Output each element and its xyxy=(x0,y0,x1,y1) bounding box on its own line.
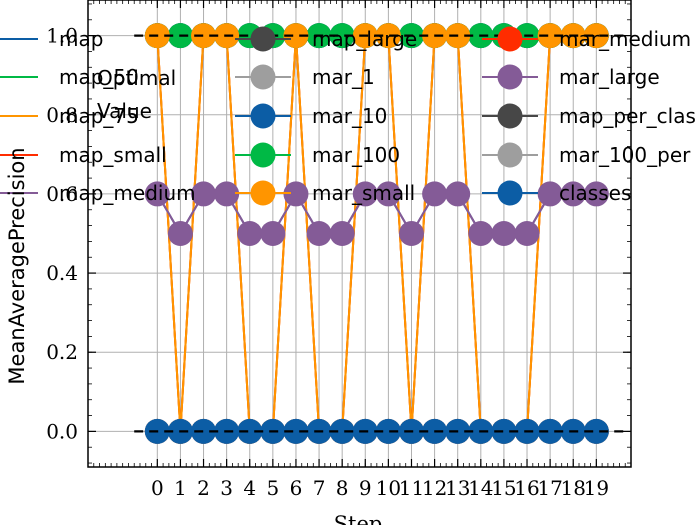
x-tick-label: 17 xyxy=(537,476,562,500)
data-point-classes xyxy=(329,418,355,444)
data-point-mar_large xyxy=(514,221,540,246)
axes-layer: 0 1 2 3 4 5 6 7 8 9 101112131415161718190.00.20.40… xyxy=(46,0,632,500)
legend-label-mar_small: mar_small xyxy=(312,181,415,205)
data-point-mar_large xyxy=(398,221,424,246)
data-point-mar_large xyxy=(422,181,448,207)
legend-marker-mar_small xyxy=(250,180,276,206)
x-tick-label: 4 xyxy=(243,476,256,500)
data-point-mar_small xyxy=(191,23,217,49)
data-point-mar_large xyxy=(283,181,309,207)
legend-marker-mar_10 xyxy=(250,103,276,129)
x-tick-label: 10 xyxy=(376,476,401,500)
data-point-mar_large xyxy=(560,181,586,207)
x-tick-label: 9 xyxy=(359,476,372,500)
legend-label-map_per_class: map_per_clas xyxy=(559,104,696,128)
y-tick-label: 0.6 xyxy=(46,182,78,206)
legend-marker-map_large xyxy=(250,26,276,52)
legend-label-mar_10: mar_10 xyxy=(312,104,387,128)
data-point-mar_large xyxy=(468,221,494,246)
x-tick-label: 19 xyxy=(584,476,609,500)
data-point-classes xyxy=(191,418,217,444)
data-point-mar_small xyxy=(537,23,563,49)
x-axis-label: Step xyxy=(334,512,383,525)
x-tick-label: 6 xyxy=(290,476,303,500)
legend-label-mar_100: mar_100 xyxy=(312,143,400,167)
series-layer xyxy=(134,23,627,444)
data-point-classes xyxy=(283,418,309,444)
x-tick-label: 18 xyxy=(561,476,586,500)
y-tick-label: 1.0 xyxy=(46,24,78,48)
x-tick-label: 7 xyxy=(313,476,326,500)
legend-marker-map_per_class xyxy=(497,103,523,129)
x-tick-label: 3 xyxy=(220,476,233,500)
data-point-mar_large xyxy=(191,181,217,207)
legend-label-classes: classes xyxy=(559,181,631,205)
legend-layer: map map_50 map_75 map_small map_medium map_la… xyxy=(0,26,696,206)
data-point-mar_large xyxy=(491,221,517,246)
x-tick-label: 8 xyxy=(336,476,349,500)
data-point-mar_large xyxy=(214,181,240,207)
y-tick-label: 0.0 xyxy=(46,419,78,443)
data-point-mar_small xyxy=(283,23,309,49)
legend-label-mar_large: mar_large xyxy=(559,65,660,89)
data-point-classes xyxy=(583,418,609,444)
data-point-mar_100 xyxy=(329,23,355,49)
data-point-mar_small xyxy=(375,23,401,49)
data-point-mar_large xyxy=(237,221,263,246)
legend-marker-mar_large xyxy=(497,64,523,90)
data-point-mar_large xyxy=(260,221,286,246)
legend-label-optimal: Optimal xyxy=(97,66,176,90)
y-tick-label: 0.2 xyxy=(46,340,78,364)
data-point-mar_large xyxy=(167,221,193,246)
y-tick-label: 0.4 xyxy=(46,261,78,285)
y-tick-label: 0.8 xyxy=(46,103,78,127)
x-tick-label: 5 xyxy=(266,476,279,500)
x-tick-label: 16 xyxy=(514,476,539,500)
data-point-mar_large xyxy=(329,221,355,246)
legend-label-map_75: map_75 xyxy=(59,104,139,128)
data-point-classes xyxy=(375,418,401,444)
legend-label-value: Value xyxy=(97,99,152,123)
data-point-mar_large xyxy=(583,181,609,207)
x-tick-label: 1 xyxy=(174,476,187,500)
x-tick-label: 15 xyxy=(491,476,516,500)
legend-label-mar_1: mar_1 xyxy=(312,65,375,89)
data-point-mar_small xyxy=(583,23,609,49)
x-tick-label: 2 xyxy=(197,476,210,500)
x-tick-label: 12 xyxy=(422,476,447,500)
legend-label-mar_medium: mar_medium xyxy=(559,27,691,51)
y-axis-label: MeanAveragePrecision xyxy=(5,147,29,384)
data-point-mar_large xyxy=(306,221,332,246)
data-point-mar_large xyxy=(375,181,401,207)
data-point-classes xyxy=(491,418,517,444)
legend-marker-mar_100 xyxy=(250,142,276,168)
legend-marker-mar_medium xyxy=(497,26,523,52)
legend-label-map_medium: map_medium xyxy=(59,181,196,205)
x-tick-label: 13 xyxy=(445,476,470,500)
x-tick-label: 0 xyxy=(151,476,164,500)
data-point-mar_large xyxy=(537,181,563,207)
x-tick-label: 14 xyxy=(468,476,493,500)
x-tick-label: 11 xyxy=(399,476,424,500)
legend-label-map_large: map_large xyxy=(312,27,417,51)
legend-marker-classes xyxy=(497,180,523,206)
legend-label-map_50: map_50 xyxy=(59,65,139,89)
data-point-mar_large xyxy=(352,181,378,207)
legend-label-mar_100_per_class: mar_100_per xyxy=(559,143,691,167)
legend-marker-mar_100_per_class xyxy=(497,142,523,168)
data-point-classes xyxy=(237,418,263,444)
legend-label-map: map xyxy=(59,27,103,51)
data-point-mar_large xyxy=(445,181,471,207)
legend-marker-mar_1 xyxy=(250,64,276,90)
data-point-mar_large xyxy=(144,181,170,207)
legend-label-map_small: map_small xyxy=(59,143,167,167)
data-point-classes xyxy=(537,418,563,444)
